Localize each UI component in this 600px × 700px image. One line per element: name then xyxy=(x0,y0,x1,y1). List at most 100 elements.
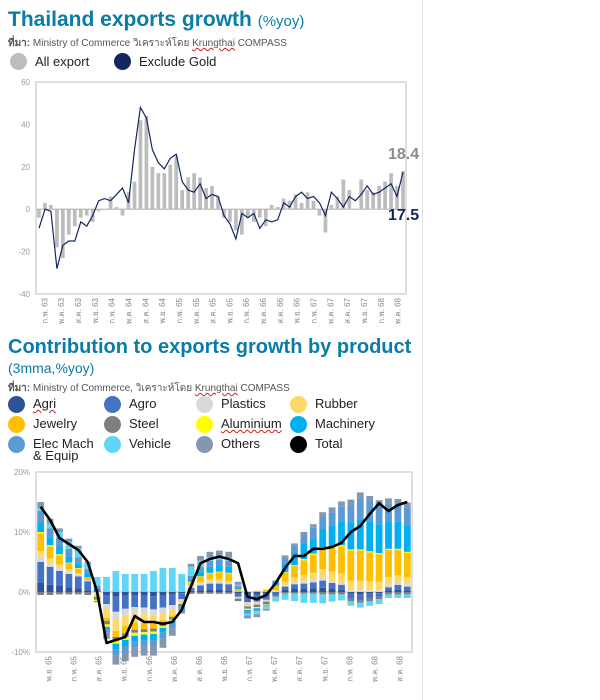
agro-bar-segment xyxy=(394,584,402,590)
all-export-bar xyxy=(251,209,256,222)
chart1-y-tick-label: 40 xyxy=(21,120,30,129)
vehicle-bar-segment xyxy=(356,602,364,608)
steel-bar-segment xyxy=(225,592,233,594)
steel-bar-segment xyxy=(366,598,374,601)
machinery-bar-segment xyxy=(366,521,374,552)
agri-bar-segment xyxy=(328,589,336,592)
elec-mach-equip-bar-segment xyxy=(262,604,270,606)
plastics-bar-segment xyxy=(65,571,73,574)
others-bar-segment xyxy=(56,528,63,532)
steel-bar-segment xyxy=(244,606,251,609)
all-export-bar xyxy=(198,177,202,210)
elec-mach-equip-bar-segment xyxy=(150,640,157,646)
machinery-bar-segment xyxy=(309,538,317,554)
vehicle-bar-segment xyxy=(375,599,383,604)
agro-bar-segment xyxy=(74,576,82,589)
vehicle-bar-segment xyxy=(291,593,298,601)
elec-mach-equip-bar-segment xyxy=(46,528,54,538)
all-export-bar xyxy=(389,173,393,210)
rubber-bar-segment xyxy=(112,619,120,631)
aluminium-bar-segment xyxy=(121,637,129,640)
legend-item-agri: Agri xyxy=(8,396,56,413)
all-export-bar xyxy=(234,209,238,231)
vehicle-bar-segment xyxy=(168,568,176,592)
steel-bar-segment xyxy=(131,629,139,633)
legend-item-elec-mach: Elec Mach & Equip xyxy=(8,436,94,462)
others-bar-segment xyxy=(37,502,45,508)
rubber-bar-segment xyxy=(103,608,110,618)
rubber-bar-segment xyxy=(65,569,73,572)
chart1-source-prefix: ที่มา: xyxy=(8,38,31,49)
vehicle-bar-segment xyxy=(121,574,129,592)
legend-item-jewelry: Jewelry xyxy=(8,416,77,433)
others-bar-segment xyxy=(366,496,374,502)
aluminium-bar-segment xyxy=(253,607,261,609)
others-bar-segment xyxy=(150,646,157,656)
legend-label-all-export: All export xyxy=(35,54,90,69)
agri-bar-segment xyxy=(140,592,148,596)
chart2-y-tick-label: 20% xyxy=(14,468,30,477)
agri-bar-segment xyxy=(103,592,110,595)
all-export-bar xyxy=(341,179,346,210)
others-bar-segment xyxy=(215,550,223,557)
machinery-bar-segment xyxy=(215,565,223,572)
agri-bar-segment xyxy=(74,588,82,592)
aluminium-bar-segment xyxy=(150,631,157,634)
machinery-bar-segment xyxy=(65,556,73,563)
elec-mach-equip-bar-segment xyxy=(244,611,251,614)
elec-mach-equip-bar-segment xyxy=(206,560,214,567)
chart2-x-tick-label: ก.พ. 68 xyxy=(345,655,354,681)
all-export-bar xyxy=(377,185,381,210)
chart2-y-tick-label: -10% xyxy=(11,648,30,657)
rubber-bar-segment xyxy=(356,580,364,591)
rubber-bar-segment xyxy=(159,613,167,621)
chart1-x-tick-label: พ.ค. 64 xyxy=(125,297,134,324)
total-swatch-icon xyxy=(290,436,307,453)
elec-mach-equip-bar-segment xyxy=(65,548,73,557)
jewelry-bar-segment xyxy=(150,623,157,629)
rubber-bar-segment xyxy=(56,564,63,568)
vehicle-bar-segment xyxy=(140,574,148,592)
chart2-source-prefix: ที่มา: xyxy=(8,383,31,394)
steel-bar-segment xyxy=(37,592,45,595)
elec-mach-equip-bar-segment xyxy=(291,545,298,553)
plastics-swatch-icon xyxy=(196,396,213,413)
aluminium-bar-segment xyxy=(93,599,101,601)
machinery-bar-segment xyxy=(46,537,54,546)
all-export-bar xyxy=(144,115,149,210)
vehicle-bar-segment xyxy=(244,613,251,616)
jewelry-bar-segment xyxy=(131,622,139,630)
elec-mach-equip-bar-segment xyxy=(159,632,167,639)
all-export-bar xyxy=(72,209,77,227)
chart2-x-tick-label: พ.ย. 65 xyxy=(45,655,54,681)
machinery-bar-segment xyxy=(394,521,402,549)
chart2-x-tick-label: ส.ค. 67 xyxy=(295,655,304,681)
agri-bar-segment xyxy=(112,592,120,597)
aluminium-bar-segment xyxy=(309,553,317,555)
jewelry-bar-segment xyxy=(375,554,383,582)
jewelry-bar-segment xyxy=(74,568,82,574)
vehicle-bar-segment xyxy=(281,593,289,600)
plastics-bar-segment xyxy=(291,582,298,585)
agri-bar-segment xyxy=(121,592,129,596)
all-export-bar xyxy=(305,192,310,210)
others-bar-segment xyxy=(140,646,148,656)
agro-bar-segment xyxy=(65,574,73,588)
agri-bar-segment xyxy=(206,589,214,592)
plastics-bar-segment xyxy=(403,584,411,587)
elec-mach-equip-bar-segment xyxy=(253,609,261,612)
elec-mach-equip-bar-segment xyxy=(394,503,402,522)
elec-mach-equip-bar-segment xyxy=(187,575,195,579)
agro-bar-segment xyxy=(338,584,345,590)
rubber-bar-segment xyxy=(74,573,82,575)
steel-bar-segment xyxy=(74,592,82,595)
agro-bar-segment xyxy=(103,595,110,604)
plastics-bar-segment xyxy=(168,605,176,610)
plastics-bar-segment xyxy=(394,582,402,585)
steel-bar-segment xyxy=(150,628,157,632)
chart1-x-tick-label: ส.ค. 65 xyxy=(209,297,218,323)
all-export-bar xyxy=(55,209,59,248)
legend-label-others: Others xyxy=(221,436,261,451)
plastics-bar-segment xyxy=(178,599,186,601)
chart1-y-tick-label: -20 xyxy=(18,248,30,257)
